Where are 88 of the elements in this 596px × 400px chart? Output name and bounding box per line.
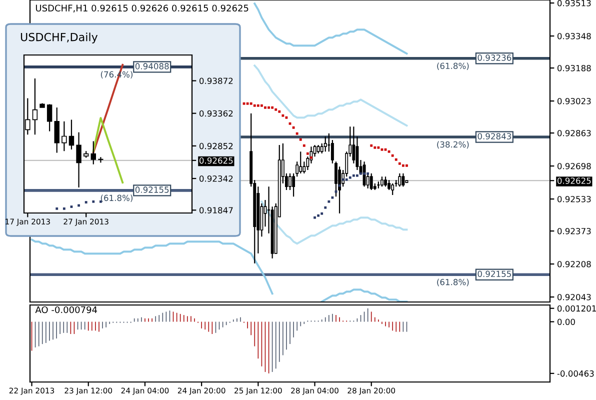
y-tick-label: 0.93362 [199, 110, 233, 117]
point [324, 206, 327, 209]
candlestick [324, 136, 327, 152]
point [271, 106, 274, 109]
point [299, 138, 302, 141]
candlestick [32, 78, 38, 136]
point [282, 114, 284, 117]
point [92, 200, 95, 203]
y-tick-label: 0.92533 [557, 196, 591, 202]
y-tick-label: 0.92208 [557, 260, 591, 268]
y-tick-label: 0.93348 [557, 32, 591, 40]
point [377, 146, 380, 149]
ref-line-label: 0.92155 [478, 270, 511, 278]
y-tick-label: 0.92852 [199, 142, 233, 150]
candlestick [76, 132, 82, 188]
candlestick [299, 151, 302, 174]
point [278, 110, 281, 113]
candlestick [398, 172, 402, 188]
point [394, 158, 398, 161]
point [352, 174, 355, 177]
point [260, 104, 263, 107]
y-tick-label: 0.92698 [557, 162, 591, 170]
y-tick-label: 0.00 [557, 318, 575, 326]
point [320, 212, 324, 215]
point [402, 164, 404, 167]
point [345, 178, 348, 181]
point [317, 214, 320, 217]
line-series [260, 200, 408, 245]
candlestick [362, 161, 366, 188]
line-series [92, 116, 124, 184]
candlestick [54, 106, 60, 154]
y-tick-label: 0.93023 [557, 98, 591, 104]
y-tick-label: -0.00463 [557, 370, 594, 377]
candlestick [388, 179, 391, 191]
point [398, 162, 401, 165]
point [62, 207, 66, 210]
candlestick [402, 172, 405, 188]
candlestick [68, 119, 74, 150]
candlestick [62, 120, 67, 152]
y-tick-label: 0.93513 [557, 0, 591, 6]
candlestick [380, 176, 384, 188]
point [296, 132, 298, 135]
candlestick [98, 156, 104, 164]
candlestick [384, 176, 387, 188]
point [274, 108, 278, 111]
y-tick-label: 0.93188 [557, 64, 591, 72]
candlestick [288, 172, 292, 191]
y-tick-label: 0.91847 [199, 207, 233, 214]
y-tick-label: 0.92625 [557, 178, 591, 184]
y-tick-label: 0.92043 [557, 294, 591, 300]
chart-title: USDCHF,H1 0.92615 0.92626 0.92615 0.92625 [36, 4, 248, 12]
candlestick [391, 182, 394, 196]
point [250, 102, 252, 105]
point [246, 102, 249, 105]
chart-title: AO -0.000794 [35, 306, 98, 314]
annotation: (61.8%) [100, 194, 132, 202]
point [366, 172, 370, 175]
annotation: (38.2%) [437, 141, 469, 149]
y-tick-label: 0.92342 [199, 175, 233, 182]
ref-line-label: 0.92155 [135, 186, 169, 193]
ref-line-label: 0.93236 [478, 54, 512, 61]
y-tick-label: 0.92625 [199, 157, 233, 164]
point [388, 150, 390, 153]
line-series [254, 64, 408, 127]
point [306, 152, 309, 155]
y-tick-label: 0.001201 [557, 305, 596, 312]
annotation: (61.8%) [437, 62, 469, 70]
point [374, 146, 376, 149]
y-tick-label: 0.93872 [199, 78, 233, 84]
candlestick [370, 172, 373, 191]
point [253, 104, 256, 107]
point [370, 144, 373, 147]
candlestick [90, 140, 96, 165]
point [391, 154, 394, 157]
point [328, 200, 330, 203]
line-series [254, 2, 408, 55]
point [256, 104, 260, 107]
annotation: (61.8%) [437, 278, 469, 286]
candlestick [46, 104, 52, 132]
y-tick-label: 0.92373 [557, 228, 591, 234]
ref-line-label: 0.94088 [135, 63, 169, 70]
point [302, 144, 306, 147]
y-tick-label: 0.92863 [557, 130, 591, 136]
point [56, 207, 58, 210]
chart-title: USDCHF,Daily [20, 32, 98, 44]
ref-line-label: 0.92843 [478, 133, 511, 140]
point [348, 176, 352, 179]
point [331, 196, 334, 199]
